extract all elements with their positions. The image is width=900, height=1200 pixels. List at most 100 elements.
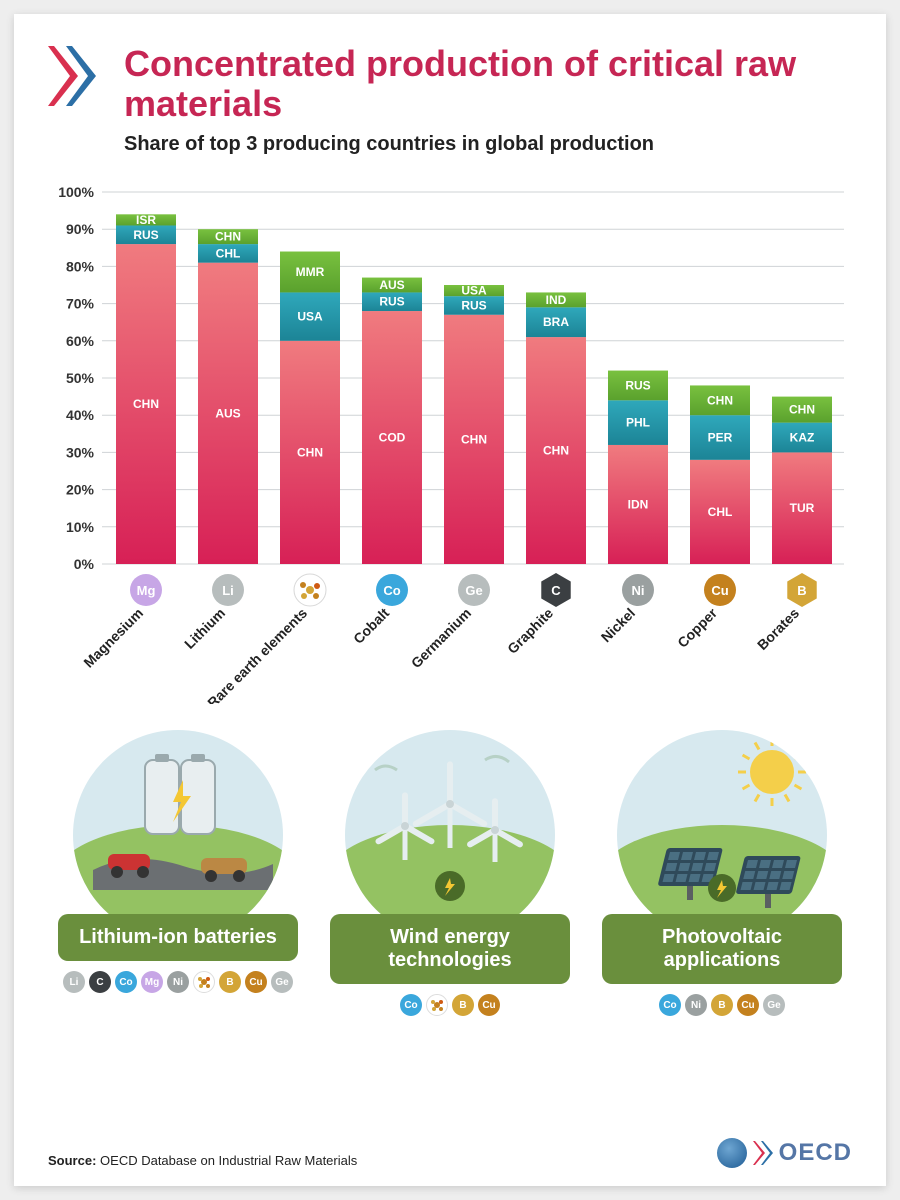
applications-row: Lithium-ion batteriesLiCCoMgNiBCuGeWind … [48,730,852,1016]
segment-label: TUR [790,501,815,515]
svg-text:70%: 70% [66,296,95,312]
source-line: Source: OECD Database on Industrial Raw … [48,1153,357,1168]
material-symbol: Ge [465,583,482,598]
segment-label: RUS [625,379,650,393]
segment-label: KAZ [790,431,815,445]
oecd-text: OECD [779,1139,852,1167]
infographic-card: Concentrated production of critical raw … [14,14,886,1186]
svg-text:90%: 90% [66,221,95,237]
material-chip: Ni [167,971,189,993]
oecd-chevron-small-icon [753,1140,773,1166]
svg-text:40%: 40% [66,407,95,423]
application-label: Photovoltaic applications [602,914,842,984]
page-title: Concentrated production of critical raw … [124,44,852,123]
header: Concentrated production of critical raw … [48,44,852,156]
material-symbol: Li [222,583,234,598]
material-chip [193,971,215,993]
source-text: OECD Database on Industrial Raw Material… [100,1153,357,1168]
oecd-chevron-icon [48,44,106,113]
segment-label: RUS [379,295,404,309]
application-materials: LiCCoMgNi BCuGe [63,971,293,993]
segment-label: CHN [543,444,569,458]
material-name: Graphite [504,605,556,657]
page-subtitle: Share of top 3 producing countries in gl… [124,133,852,156]
application-materials: CoNiBCuGe [659,994,785,1016]
material-name: Magnesium [80,605,146,671]
material-name: Cobalt [350,605,392,647]
svg-text:80%: 80% [66,259,95,275]
material-chip: Cu [478,994,500,1016]
material-chip: Ge [271,971,293,993]
application-illustration [73,730,283,940]
segment-label: RUS [133,228,158,242]
material-symbol: Co [383,583,400,598]
material-chip: Co [115,971,137,993]
material-symbol: Ni [632,583,645,598]
material-name: Germanium [408,605,474,671]
svg-text:60%: 60% [66,333,95,349]
segment-label: PHL [626,416,650,430]
material-symbol: C [551,583,561,598]
title-block: Concentrated production of critical raw … [124,44,852,156]
svg-text:20%: 20% [66,482,95,498]
application-card: Lithium-ion batteries LiCCoMgNi BCuGe [48,730,308,1016]
application-illustration [617,730,827,940]
material-name: Nickel [598,605,638,645]
material-name: Borates [754,605,802,653]
segment-label: ISR [136,213,156,227]
material-chip: Cu [245,971,267,993]
segment-label: PER [708,431,733,445]
material-chip: B [219,971,241,993]
material-chip: Li [63,971,85,993]
material-chip: Co [659,994,681,1016]
application-card: Photovoltaic applications CoNiBCuGe [592,730,852,1016]
material-chip: C [89,971,111,993]
source-label: Source: [48,1153,96,1168]
segment-label: USA [297,310,323,324]
segment-label: CHN [461,433,487,447]
application-label: Wind energy technologies [330,914,570,984]
material-chip: Cu [737,994,759,1016]
segment-label: CHN [215,230,241,244]
material-chip: Ge [763,994,785,1016]
material-chip: B [452,994,474,1016]
footer: Source: OECD Database on Industrial Raw … [48,1138,852,1168]
material-chip: Mg [141,971,163,993]
application-illustration [345,730,555,940]
segment-label: CHL [216,247,241,261]
material-symbol: Mg [137,583,156,598]
segment-label: USA [461,284,487,298]
material-name: Copper [674,605,720,651]
segment-label: COD [379,431,406,445]
material-symbol: B [797,583,806,598]
application-materials: Co BCu [400,994,500,1016]
segment-label: BRA [543,315,569,329]
segment-label: CHN [297,446,323,460]
segment-label: CHL [708,505,733,519]
svg-text:10%: 10% [66,519,95,535]
svg-text:50%: 50% [66,370,95,386]
production-chart: 0%10%20%30%40%50%60%70%80%90%100%CHNRUSI… [48,184,852,704]
globe-icon [717,1138,747,1168]
segment-label: MMR [296,265,325,279]
material-chip: Ni [685,994,707,1016]
svg-text:0%: 0% [74,556,95,572]
material-name: Lithium [181,605,228,652]
segment-label: RUS [461,299,486,313]
application-card: Wind energy technologies Co BCu [320,730,580,1016]
segment-label: CHN [707,394,733,408]
segment-label: IND [546,293,567,307]
material-chip: B [711,994,733,1016]
svg-text:100%: 100% [58,184,94,200]
application-label: Lithium-ion batteries [58,914,298,961]
chart-svg: 0%10%20%30%40%50%60%70%80%90%100%CHNRUSI… [48,184,848,704]
material-chip: Co [400,994,422,1016]
segment-label: CHN [789,403,815,417]
segment-label: AUS [215,407,240,421]
oecd-logo: OECD [717,1138,852,1168]
material-symbol: Cu [711,583,728,598]
segment-label: IDN [628,498,649,512]
segment-label: CHN [133,397,159,411]
svg-text:30%: 30% [66,445,95,461]
segment-label: AUS [379,278,404,292]
